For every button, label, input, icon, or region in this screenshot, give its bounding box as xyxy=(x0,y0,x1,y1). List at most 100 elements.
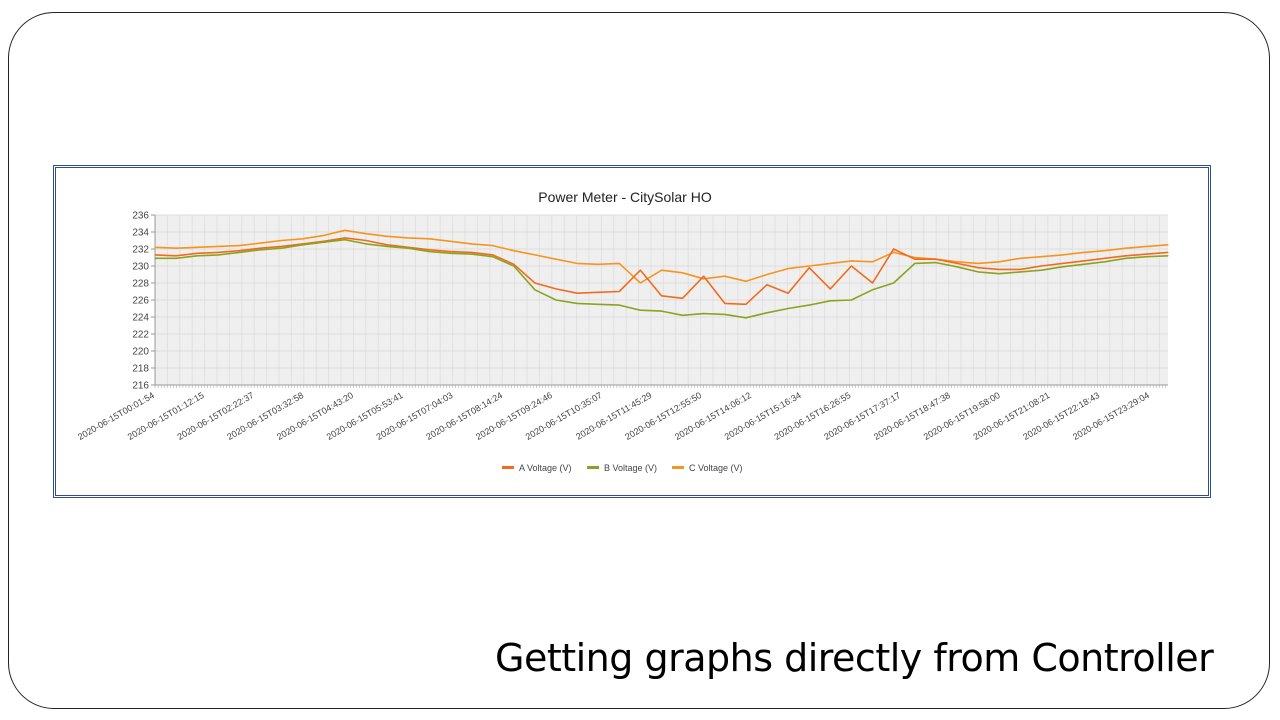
data-point xyxy=(1167,251,1169,253)
data-point xyxy=(998,268,1000,270)
data-point xyxy=(428,238,430,240)
data-point xyxy=(597,303,599,305)
data-point xyxy=(365,233,367,235)
data-point xyxy=(618,262,620,265)
data-point xyxy=(428,250,430,253)
data-point xyxy=(217,245,219,248)
data-point xyxy=(534,289,536,291)
data-point xyxy=(703,313,705,315)
data-point xyxy=(1104,250,1106,252)
data-point xyxy=(1019,271,1021,273)
slide-caption: Getting graphs directly from Controller xyxy=(495,636,1214,680)
data-point xyxy=(513,265,515,267)
data-point xyxy=(787,307,789,310)
data-point xyxy=(238,251,241,253)
y-tick-label: 216 xyxy=(132,381,149,392)
data-point xyxy=(703,275,705,277)
data-point xyxy=(1125,257,1127,259)
data-point xyxy=(470,243,473,245)
data-point xyxy=(365,239,367,242)
data-point xyxy=(871,282,874,284)
data-point xyxy=(428,249,430,251)
data-point xyxy=(914,258,916,260)
legend: A Voltage (V) B Voltage (V) C Voltage (V) xyxy=(502,463,743,473)
slide-border xyxy=(8,12,1270,709)
data-point xyxy=(745,303,747,305)
data-point xyxy=(1146,253,1148,255)
data-point xyxy=(1040,265,1042,267)
data-point xyxy=(808,265,810,267)
data-point xyxy=(555,288,557,290)
data-point xyxy=(1125,247,1127,249)
y-tick-label: 222 xyxy=(132,330,149,341)
data-point xyxy=(492,254,494,256)
data-point xyxy=(1146,245,1148,248)
data-point xyxy=(555,258,557,260)
data-point xyxy=(302,238,304,240)
data-point xyxy=(893,248,895,250)
data-point xyxy=(597,263,599,265)
data-point xyxy=(323,241,325,243)
data-point xyxy=(175,247,177,249)
legend-swatch xyxy=(672,466,684,469)
y-tick-label: 224 xyxy=(132,313,149,324)
data-point xyxy=(1104,257,1106,259)
grid xyxy=(154,214,1168,386)
y-tick-label: 228 xyxy=(132,279,149,290)
data-point xyxy=(281,245,283,248)
data-point xyxy=(386,235,388,237)
data-point xyxy=(871,261,874,263)
data-point xyxy=(555,299,557,301)
data-point xyxy=(1019,268,1021,270)
data-point xyxy=(956,262,958,265)
legend-label: C Voltage (V) xyxy=(689,463,743,473)
data-point xyxy=(196,246,198,248)
data-point xyxy=(196,252,198,254)
data-point xyxy=(492,256,494,258)
data-point xyxy=(154,246,156,248)
data-point xyxy=(893,282,895,284)
data-point xyxy=(998,261,1000,263)
data-point xyxy=(449,250,452,253)
data-point xyxy=(281,239,283,242)
data-point xyxy=(576,262,578,265)
data-point xyxy=(259,242,262,244)
data-point xyxy=(259,249,262,251)
data-point xyxy=(829,288,831,290)
data-point xyxy=(618,290,620,293)
data-point xyxy=(1040,256,1042,258)
y-tick-label: 226 xyxy=(132,296,149,307)
data-point xyxy=(618,304,620,306)
data-point xyxy=(829,300,831,302)
data-point xyxy=(745,280,747,282)
legend-label: B Voltage (V) xyxy=(604,463,657,473)
data-point xyxy=(1082,263,1085,265)
data-point xyxy=(175,257,177,259)
data-point xyxy=(1061,262,1064,265)
data-point xyxy=(787,267,789,270)
x-axis: 2020-06-15T00:01:542020-06-15T01:12:1520… xyxy=(76,384,1168,442)
data-point xyxy=(302,244,304,246)
data-point xyxy=(470,251,473,253)
data-point xyxy=(660,310,663,312)
data-point xyxy=(534,282,536,284)
data-point xyxy=(1167,255,1169,257)
data-point xyxy=(682,272,684,274)
data-point xyxy=(1061,266,1064,268)
data-point xyxy=(956,266,958,268)
data-point xyxy=(850,260,853,262)
data-point xyxy=(1125,255,1127,257)
y-tick-label: 232 xyxy=(132,245,149,256)
data-point xyxy=(196,255,198,257)
chart-title: Power Meter - CitySolar HO xyxy=(538,189,712,205)
y-tick-label: 230 xyxy=(132,262,149,273)
legend-swatch xyxy=(587,466,599,469)
data-point xyxy=(956,261,958,263)
data-point xyxy=(998,273,1000,275)
data-point xyxy=(787,292,789,294)
data-point xyxy=(154,254,156,256)
data-point xyxy=(154,257,156,259)
data-point xyxy=(281,247,283,249)
y-tick-label: 220 xyxy=(132,347,149,358)
data-point xyxy=(175,255,177,257)
